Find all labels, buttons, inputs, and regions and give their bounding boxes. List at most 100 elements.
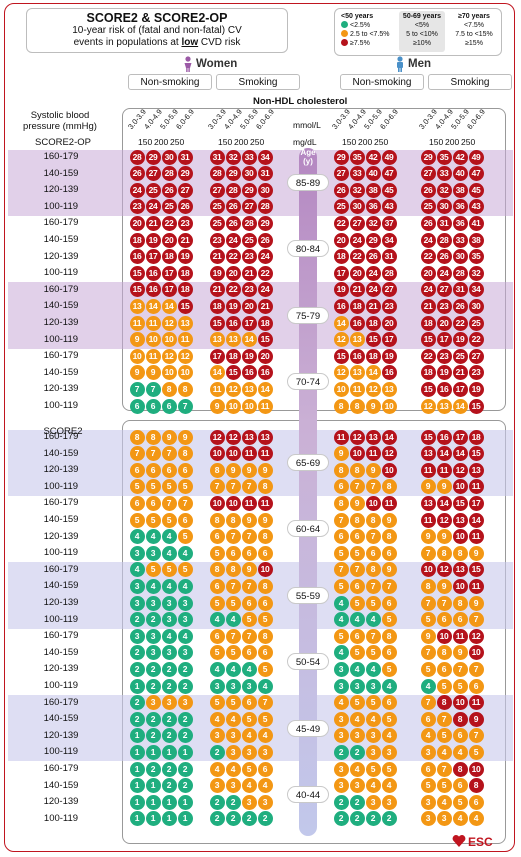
sbp-row-label: 120-139 (43, 250, 79, 262)
sbp-row-label: 120-139 (43, 729, 79, 741)
risk-value-circle: 5 (349, 695, 365, 711)
sbp-row-label: 160-179 (43, 431, 79, 442)
risk-value-circle: 15 (420, 381, 436, 397)
male-icon (397, 56, 403, 72)
men-nonsmoking-label: Non-smoking (340, 74, 424, 90)
risk-value-circle: 4 (257, 678, 273, 694)
risk-value-circle: 6 (209, 628, 225, 644)
risk-value-circle: 16 (381, 365, 397, 381)
risk-value-circle: 8 (145, 429, 161, 445)
risk-value-circle: 7 (365, 628, 381, 644)
risk-value-circle: 4 (209, 711, 225, 727)
sbp-axis-label: Systolic blood pressure (mmHg) (23, 110, 97, 132)
risk-value-circle: 13 (209, 332, 225, 348)
risk-value-circle: 5 (381, 612, 397, 628)
risk-value-circle: 7 (420, 545, 436, 561)
risk-value-circle: 5 (241, 612, 257, 628)
risk-value-circle: 12 (436, 562, 452, 578)
risk-value-circle: 8 (365, 562, 381, 578)
risk-value-circle: 5 (381, 761, 397, 777)
risk-value-circle: 11 (257, 446, 273, 462)
risk-value-circle: 18 (209, 298, 225, 314)
risk-value-circle: 9 (161, 429, 177, 445)
risk-value-circle: 8 (129, 429, 145, 445)
sbp-row-label: 140-159 (43, 167, 79, 179)
risk-value-circle: 9 (349, 495, 365, 511)
risk-value-circle: 22 (468, 332, 484, 348)
risk-value-circle: 23 (436, 348, 452, 364)
risk-value-circle: 29 (365, 232, 381, 248)
risk-value-circle: 9 (241, 562, 257, 578)
risk-value-circle: 6 (241, 595, 257, 611)
risk-value-circle: 2 (209, 794, 225, 810)
risk-value-circle: 17 (436, 332, 452, 348)
risk-value-circle: 37 (381, 215, 397, 231)
risk-value-circle: 4 (349, 761, 365, 777)
risk-value-circle: 12 (365, 381, 381, 397)
risk-value-circle: 10 (145, 332, 161, 348)
risk-value-circle: 26 (436, 249, 452, 265)
risk-value-circle: 43 (381, 199, 397, 215)
risk-value-circle: 9 (209, 398, 225, 414)
risk-value-circle: 1 (129, 811, 145, 827)
risk-value-circle: 7 (420, 645, 436, 661)
risk-value-circle: 18 (177, 265, 193, 281)
sbp-row-label: 100-119 (43, 746, 79, 758)
risk-value-circle: 10 (209, 446, 225, 462)
risk-value-circle: 4 (349, 661, 365, 677)
risk-value-circle: 9 (452, 645, 468, 661)
risk-value-circle: 5 (420, 612, 436, 628)
risk-value-circle: 9 (225, 462, 241, 478)
risk-value-circle: 5 (420, 778, 436, 794)
risk-value-circle: 6 (161, 462, 177, 478)
chart-title: SCORE2 & SCORE2-OP (86, 11, 228, 25)
risk-value-circle: 42 (452, 149, 468, 165)
risk-value-circle: 7 (225, 529, 241, 545)
risk-value-circle: 5 (436, 778, 452, 794)
risk-value-circle: 35 (349, 149, 365, 165)
risk-value-circle: 33 (436, 166, 452, 182)
risk-value-circle: 36 (365, 199, 381, 215)
sbp-row-label: 160-179 (43, 696, 79, 708)
risk-value-circle: 23 (436, 298, 452, 314)
sbp-row-label: 160-179 (43, 497, 79, 509)
risk-value-circle: 8 (436, 695, 452, 711)
risk-value-circle: 4 (241, 778, 257, 794)
risk-value-circle: 12 (333, 332, 349, 348)
risk-value-circle: 14 (209, 365, 225, 381)
risk-value-circle: 5 (257, 661, 273, 677)
risk-value-circle: 2 (145, 678, 161, 694)
risk-value-circle: 4 (225, 612, 241, 628)
risk-value-circle: 8 (257, 628, 273, 644)
risk-value-circle: 28 (257, 199, 273, 215)
risk-value-circle: 10 (333, 381, 349, 397)
risk-value-circle: 6 (349, 529, 365, 545)
risk-value-circle: 47 (381, 166, 397, 182)
risk-value-circle: 6 (241, 545, 257, 561)
legend-mid-50to69: 5 to <10% (406, 31, 438, 38)
legend-low-over70: <7.5% (463, 22, 485, 29)
sbp-row-label: 160-179 (43, 763, 79, 774)
risk-value-circle: 29 (145, 149, 161, 165)
risk-value-circle: 9 (177, 429, 193, 445)
risk-value-circle: 3 (420, 811, 436, 827)
risk-value-circle: 4 (129, 529, 145, 545)
risk-value-circle: 8 (452, 545, 468, 561)
risk-value-circle: 8 (209, 512, 225, 528)
risk-value-circle: 13 (381, 381, 397, 397)
age-group-label: 80-84 (287, 240, 329, 258)
risk-value-circle: 38 (452, 182, 468, 198)
risk-value-circle: 2 (333, 811, 349, 827)
risk-value-circle: 4 (145, 529, 161, 545)
risk-value-circle: 45 (381, 182, 397, 198)
risk-legend: <50 years <2.5% 2.5 to <7.5% ≥7.5% 50-69… (334, 8, 502, 56)
age-group-label: 50-54 (287, 653, 329, 671)
risk-value-circle: 1 (161, 794, 177, 810)
chart-frame (4, 3, 515, 852)
risk-value-circle: 13 (452, 512, 468, 528)
risk-value-circle: 7 (468, 728, 484, 744)
risk-value-circle: 4 (349, 711, 365, 727)
risk-value-circle: 4 (161, 529, 177, 545)
risk-value-circle: 26 (452, 298, 468, 314)
risk-value-circle: 11 (365, 446, 381, 462)
